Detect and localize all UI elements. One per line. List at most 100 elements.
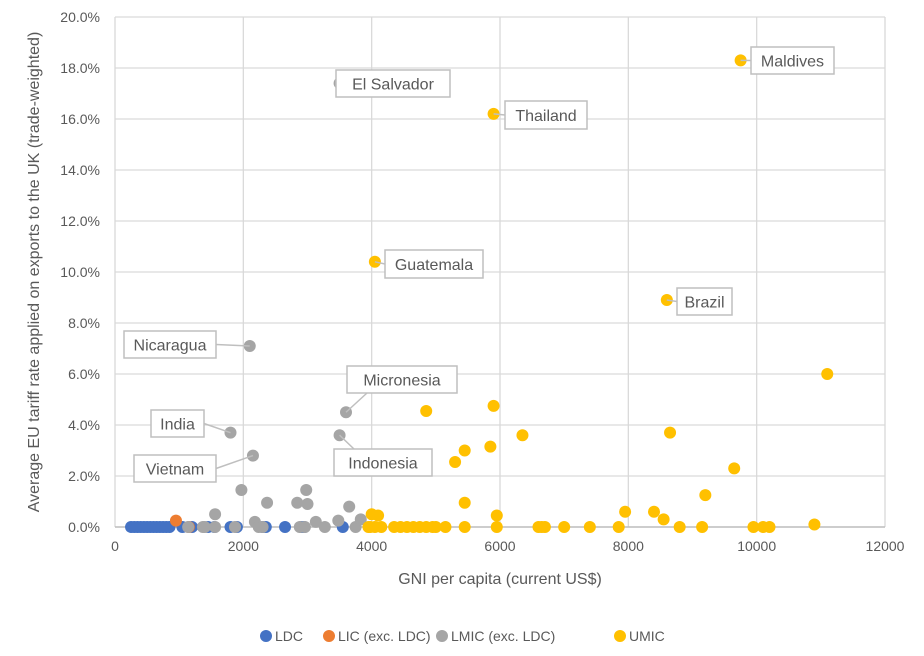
point-lmic (343, 500, 356, 513)
point-lmic (256, 521, 269, 533)
point-lmic (298, 521, 311, 533)
x-tick-label: 6000 (484, 538, 515, 554)
point-umic (372, 509, 385, 522)
callout-india: India (150, 409, 231, 438)
point-lmic (261, 496, 274, 509)
y-tick-label: 18.0% (60, 60, 100, 76)
legend-item-ldc: LDC (260, 628, 303, 644)
point-umic (558, 521, 571, 533)
y-tick-label: 16.0% (60, 111, 100, 127)
callout-nicaragua: Nicaragua (123, 330, 250, 359)
callout-label: Micronesia (363, 373, 440, 390)
callout-label: Guatemala (395, 257, 473, 274)
callout-maldives: Maldives (740, 46, 835, 75)
point-umic (449, 455, 462, 468)
y-axis-ticks: 0.0% 2.0% 4.0% 6.0% 8.0% 10.0% 12.0% 14.0% 16.0%… (60, 9, 100, 535)
legend-label: UMIC (629, 628, 665, 644)
point-lmic (235, 484, 248, 497)
callout-label: India (160, 417, 195, 434)
point-umic (763, 521, 776, 533)
point-lic (169, 514, 182, 527)
callout-label: Indonesia (348, 456, 417, 473)
callout-micronesia: Micronesia (345, 365, 458, 413)
point-lmic (300, 484, 313, 497)
y-tick-label: 6.0% (68, 366, 100, 382)
point-umic (490, 521, 503, 533)
legend-marker (323, 630, 335, 642)
callout-label: Nicaragua (134, 338, 207, 355)
callout-indonesia: Indonesia (333, 434, 433, 477)
legend-marker (260, 630, 272, 642)
x-tick-label: 4000 (356, 538, 387, 554)
point-lmic (301, 498, 314, 511)
point-lmic (309, 515, 322, 528)
point-umic (490, 509, 503, 522)
callout-guatemala: Guatemala (374, 249, 484, 279)
point-umic (458, 521, 471, 533)
y-tick-label: 2.0% (68, 468, 100, 484)
point-lmic (354, 513, 367, 526)
point-umic (420, 404, 433, 417)
point-lmic (182, 521, 195, 533)
data-points (125, 54, 834, 533)
point-umic (619, 505, 632, 518)
x-axis-ticks: 0 2000 4000 6000 8000 10000 12000 (111, 538, 905, 554)
x-axis-label: GNI per capita (current US$) (398, 571, 602, 588)
point-umic (429, 521, 442, 533)
legend-label: LIC (exc. LDC) (338, 628, 431, 644)
point-umic (728, 462, 741, 475)
callout-label: Brazil (684, 295, 724, 312)
y-tick-label: 8.0% (68, 315, 100, 331)
y-axis-label: Average EU tariff rate applied on export… (26, 32, 43, 513)
point-umic (458, 444, 471, 457)
point-umic (583, 521, 596, 533)
legend-marker (436, 630, 448, 642)
point-umic (673, 521, 686, 533)
y-tick-label: 10.0% (60, 264, 100, 280)
y-tick-label: 4.0% (68, 417, 100, 433)
legend-label: LMIC (exc. LDC) (451, 628, 555, 644)
point-lmic (332, 514, 345, 527)
point-umic (657, 513, 670, 526)
y-tick-label: 14.0% (60, 162, 100, 178)
point-lmic (198, 521, 211, 533)
x-tick-label: 8000 (613, 538, 644, 554)
callout-brazil: Brazil (666, 287, 733, 316)
callout-label: Maldives (761, 54, 824, 71)
point-umic (538, 521, 551, 533)
point-umic (439, 521, 452, 533)
x-tick-label: 10000 (737, 538, 776, 554)
legend-marker (614, 630, 626, 642)
legend-item-umic: UMIC (614, 628, 665, 644)
callout-thailand: Thailand (493, 100, 588, 130)
point-umic (664, 426, 677, 439)
point-umic (612, 521, 625, 533)
callout-label: El Salvador (352, 77, 434, 94)
point-umic (487, 399, 500, 412)
point-umic (747, 521, 760, 533)
y-tick-label: 0.0% (68, 519, 100, 535)
legend-item-lic: LIC (exc. LDC) (323, 628, 431, 644)
callout-label: Thailand (515, 108, 576, 125)
y-tick-label: 20.0% (60, 9, 100, 25)
point-umic (375, 521, 388, 533)
point-umic (484, 440, 497, 453)
point-umic (808, 518, 821, 531)
callouts: El Salvador Thailand Guatemala Maldives Braz… (123, 46, 835, 483)
x-tick-label: 12000 (866, 538, 905, 554)
point-umic (648, 505, 660, 518)
point-umic (696, 521, 709, 533)
point-umic (458, 496, 471, 509)
callout-vietnam: Vietnam (133, 454, 254, 483)
point-umic (516, 429, 529, 442)
y-tick-label: 12.0% (60, 213, 100, 229)
point-umic (821, 368, 834, 380)
point-lmic (291, 496, 304, 509)
point-ldc (279, 521, 292, 533)
point-lmic (209, 508, 222, 521)
x-tick-label: 2000 (228, 538, 259, 554)
legend-item-lmic: LMIC (exc. LDC) (436, 628, 555, 644)
point-lmic (209, 521, 222, 533)
